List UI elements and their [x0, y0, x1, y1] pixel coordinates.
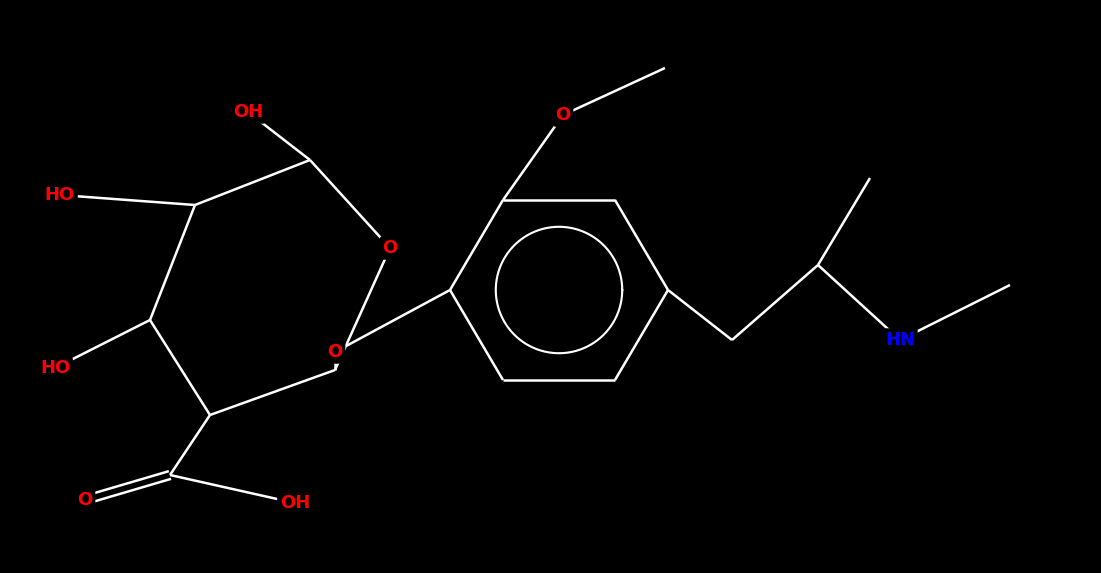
Text: HO: HO [45, 186, 75, 204]
Text: O: O [555, 106, 570, 124]
Text: OH: OH [280, 494, 310, 512]
Text: O: O [327, 343, 342, 361]
Text: O: O [77, 491, 92, 509]
Text: O: O [382, 239, 397, 257]
Text: OH: OH [233, 103, 263, 121]
Text: HO: HO [40, 359, 70, 377]
Text: HN: HN [885, 331, 915, 349]
